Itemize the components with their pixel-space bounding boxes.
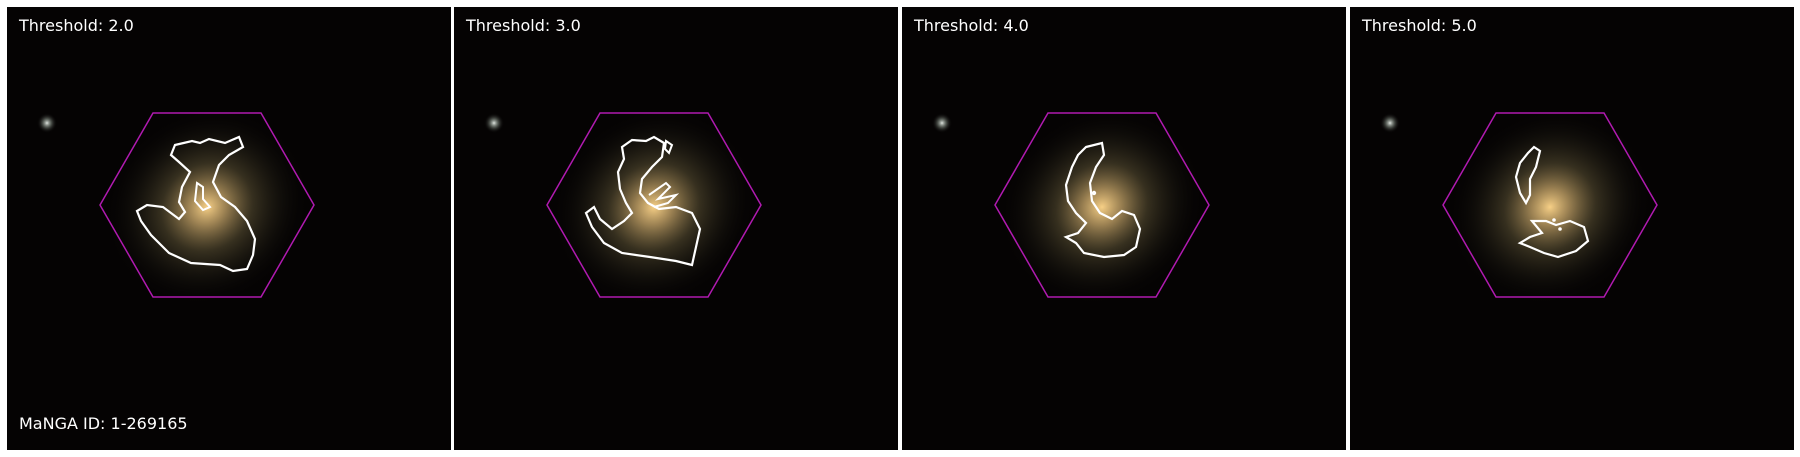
foreground-star bbox=[932, 113, 952, 133]
cutout-panel-2: Threshold: 3.0 bbox=[454, 7, 898, 450]
foreground-star bbox=[37, 113, 57, 133]
contour-outline bbox=[1063, 141, 1142, 259]
galaxy bbox=[105, 108, 309, 306]
foreground-star bbox=[1380, 113, 1400, 133]
contour-outline-inner bbox=[648, 181, 680, 208]
contour-point bbox=[1091, 190, 1097, 196]
ifu-hexagon bbox=[99, 112, 315, 298]
galaxy-image-2 bbox=[454, 7, 898, 450]
ifu-hexagon bbox=[546, 112, 762, 298]
cutout-panel-4: Threshold: 5.0 bbox=[1350, 7, 1794, 450]
threshold-label-1: Threshold: 2.0 bbox=[19, 16, 134, 35]
galaxy bbox=[1000, 108, 1204, 306]
ifu-hexagon bbox=[1442, 112, 1658, 298]
galaxy-image-3 bbox=[902, 7, 1346, 450]
cutout-panel-3: Threshold: 4.0 bbox=[902, 7, 1346, 450]
foreground-star bbox=[484, 113, 504, 133]
cutout-panel-1: Threshold: 2.0 MaNGA ID: 1-269165 bbox=[7, 7, 451, 450]
manga-id-label: MaNGA ID: 1-269165 bbox=[19, 414, 188, 433]
threshold-label-3: Threshold: 4.0 bbox=[914, 16, 1029, 35]
contour-point bbox=[1558, 227, 1562, 231]
contour-point bbox=[1552, 218, 1556, 222]
contour-outline bbox=[584, 135, 702, 267]
galaxy-image-1 bbox=[7, 7, 451, 450]
threshold-label-2: Threshold: 3.0 bbox=[466, 16, 581, 35]
threshold-label-4: Threshold: 5.0 bbox=[1362, 16, 1477, 35]
contour-outline bbox=[135, 135, 257, 273]
contour-outline-inner bbox=[193, 181, 212, 212]
contour-outline bbox=[1514, 145, 1542, 206]
contour-outline-inner bbox=[663, 139, 674, 155]
ifu-hexagon bbox=[994, 112, 1210, 298]
galaxy-image-4 bbox=[1350, 7, 1794, 450]
galaxy bbox=[1448, 108, 1652, 306]
contour-outline bbox=[1517, 219, 1590, 259]
